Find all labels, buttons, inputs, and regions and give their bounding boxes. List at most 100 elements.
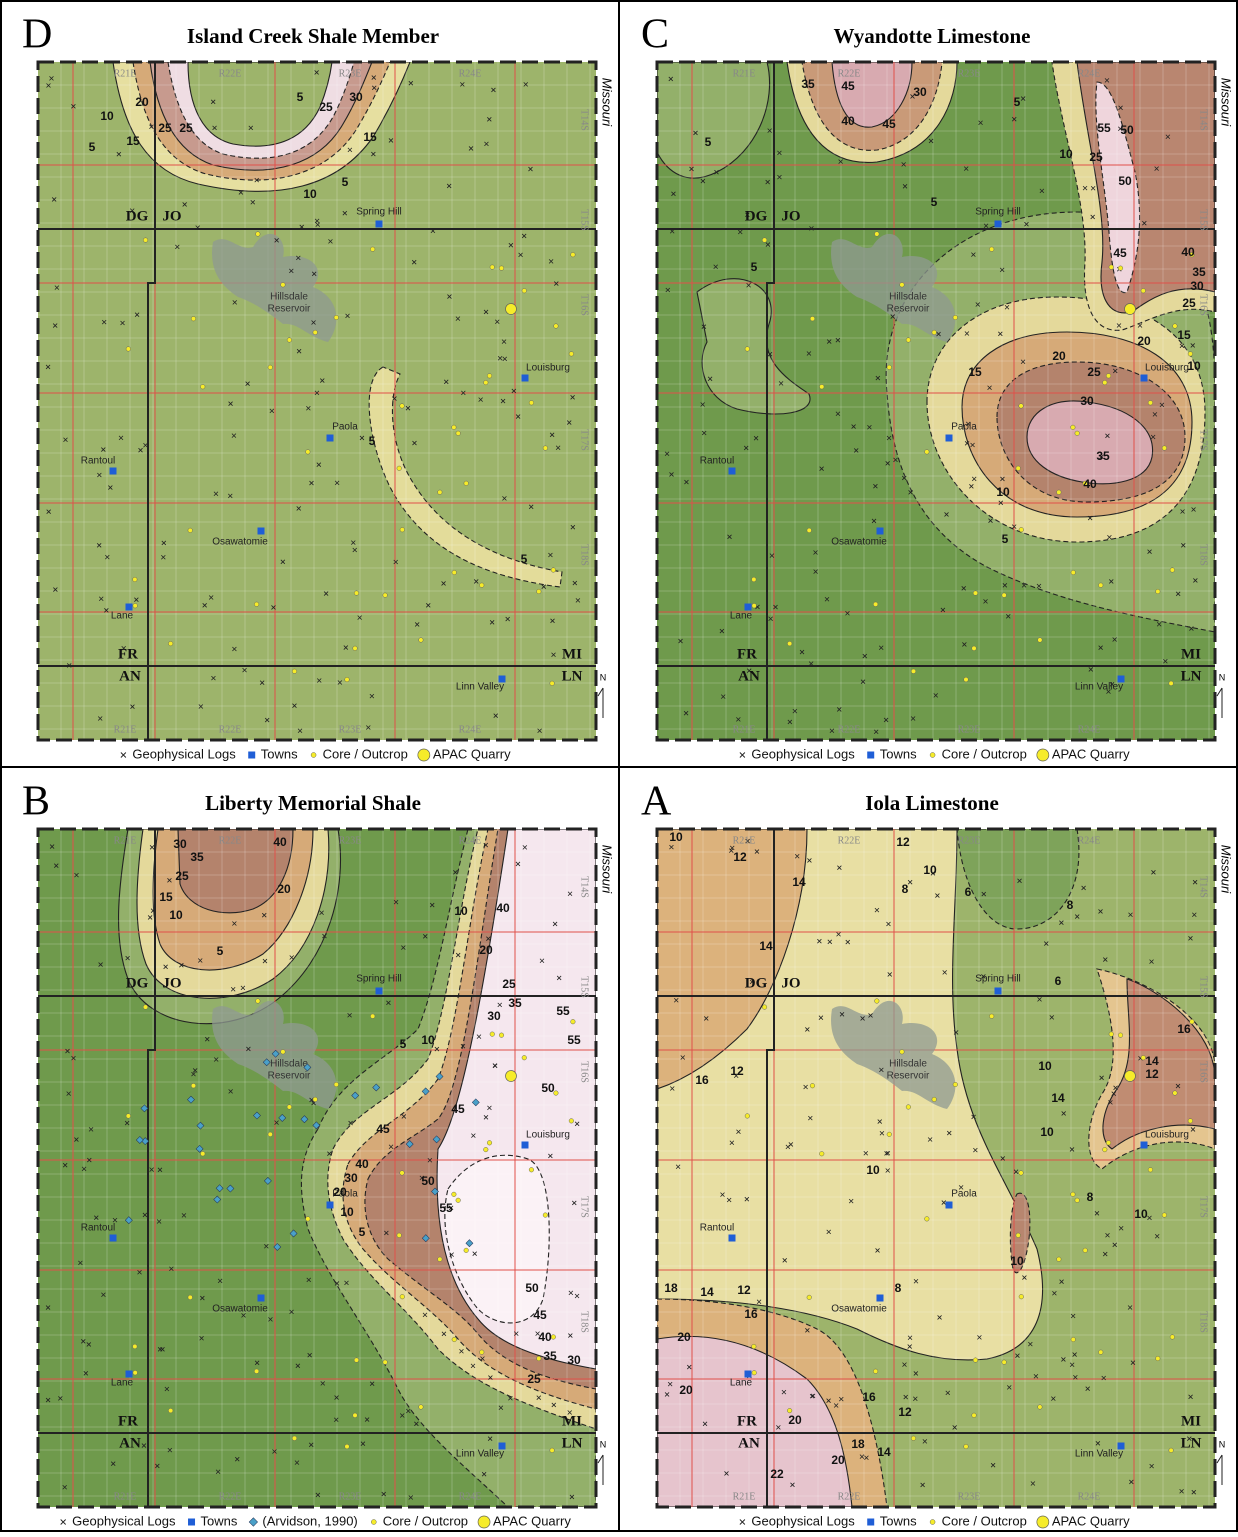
contour-label: 30 xyxy=(173,837,187,851)
core-symbol xyxy=(1038,638,1043,643)
contour-label: 45 xyxy=(533,1308,547,1322)
core-symbol xyxy=(973,591,978,596)
contour-label: 25 xyxy=(158,121,172,135)
core-symbol xyxy=(1156,1356,1161,1361)
core-symbol xyxy=(1075,1198,1080,1203)
contour-label: 10 xyxy=(1010,1254,1024,1268)
town-label: Osawatomie xyxy=(212,537,268,548)
core-symbol xyxy=(873,1369,878,1374)
core-symbol xyxy=(397,466,402,471)
core-symbol xyxy=(1102,1147,1107,1152)
panel-letter: D xyxy=(22,12,52,58)
north-arrow xyxy=(598,688,603,718)
county-label: DG xyxy=(745,208,768,224)
township-label: T15S xyxy=(1198,976,1209,998)
range-label: R21E xyxy=(733,724,756,735)
core-symbol xyxy=(200,384,205,389)
town-symbol xyxy=(1141,375,1148,382)
county-label: LN xyxy=(1181,668,1202,684)
contour-label: 20 xyxy=(333,1185,347,1199)
contour-label: 50 xyxy=(1120,123,1134,137)
town-symbol xyxy=(877,528,884,535)
county-label: DG xyxy=(126,208,149,224)
contour-label: 10 xyxy=(923,863,937,877)
legend-label: Geophysical Logs xyxy=(72,1513,176,1528)
township-label: T14S xyxy=(579,109,590,131)
town-label: Osawatomie xyxy=(831,537,887,548)
town-label: Louisburg xyxy=(526,363,570,374)
core-symbol xyxy=(400,1171,405,1176)
core-symbol xyxy=(752,577,757,582)
legend-label: APAC Quarry xyxy=(1052,1513,1130,1528)
legend-symbol xyxy=(418,749,430,761)
core-symbol xyxy=(1188,352,1193,357)
core-symbol xyxy=(1141,288,1146,293)
core-symbol xyxy=(1106,1141,1111,1146)
contour-label: 35 xyxy=(543,1349,557,1363)
core-symbol xyxy=(281,1049,286,1054)
core-symbol xyxy=(906,1105,911,1110)
township-label: T16S xyxy=(1198,294,1209,316)
contour-label: 12 xyxy=(730,1064,744,1078)
township-label: T18S xyxy=(579,544,590,566)
core-symbol xyxy=(126,1114,131,1119)
range-label: R24E xyxy=(459,1491,482,1502)
range-label: R22E xyxy=(838,1491,861,1502)
contour-label: 14 xyxy=(1051,1091,1065,1105)
legend-label: Core / Outcrop xyxy=(942,1513,1027,1528)
contour-label: 50 xyxy=(541,1081,555,1095)
core-symbol xyxy=(313,330,318,335)
contour-label: 35 xyxy=(1096,449,1110,463)
core-symbol xyxy=(354,591,359,596)
core-symbol xyxy=(543,1213,548,1218)
reservoir-label: Reservoir xyxy=(268,304,311,315)
state-label: Missouri xyxy=(600,845,615,895)
contour-label: 55 xyxy=(556,1004,570,1018)
map-body: HillsdaleReservoirSpring HillLouisburgPa… xyxy=(38,62,596,740)
range-label: R22E xyxy=(219,1491,242,1502)
contour-label: 45 xyxy=(882,117,896,131)
core-symbol xyxy=(1071,570,1076,575)
town-label: Louisburg xyxy=(1145,363,1189,374)
core-symbol xyxy=(452,1192,457,1197)
town-symbol xyxy=(258,1295,265,1302)
core-symbol xyxy=(819,384,824,389)
legend-symbol xyxy=(311,753,316,758)
core-symbol xyxy=(900,282,905,287)
county-label: FR xyxy=(737,646,757,662)
town-symbol xyxy=(126,604,133,611)
legend-label: APAC Quarry xyxy=(1052,746,1130,761)
core-symbol xyxy=(400,527,405,532)
core-symbol xyxy=(200,1151,205,1156)
contour-label: 5 xyxy=(369,434,376,448)
core-symbol xyxy=(1019,527,1024,532)
range-label: R23E xyxy=(339,1491,362,1502)
town-label: Rantoul xyxy=(700,1223,734,1234)
core-symbol xyxy=(191,1083,196,1088)
town-label: Spring Hill xyxy=(356,974,402,985)
county-label: FR xyxy=(118,1413,138,1429)
legend-symbol xyxy=(248,752,255,759)
contour-label: 12 xyxy=(733,850,747,864)
map-body: HillsdaleReservoirSpring HillLouisburgPa… xyxy=(657,62,1215,740)
contour-label: 50 xyxy=(1118,174,1132,188)
core-symbol xyxy=(569,352,574,357)
town-label: Louisburg xyxy=(1145,1130,1189,1141)
core-symbol xyxy=(550,1448,555,1453)
core-symbol xyxy=(887,365,892,370)
core-symbol xyxy=(1019,1171,1024,1176)
contour-label: 40 xyxy=(496,901,510,915)
core-symbol xyxy=(932,1097,937,1102)
core-symbol xyxy=(268,365,273,370)
legend-label: Towns xyxy=(880,1513,917,1528)
range-label: R21E xyxy=(114,68,137,79)
town-symbol xyxy=(946,435,953,442)
core-symbol xyxy=(1156,589,1161,594)
contour-label: 30 xyxy=(487,1009,501,1023)
contour-label: 10 xyxy=(1187,359,1201,373)
contour-label: 55 xyxy=(1097,121,1111,135)
legend-symbol xyxy=(930,753,935,758)
core-symbol xyxy=(281,282,286,287)
state-label: Missouri xyxy=(600,78,615,128)
core-symbol xyxy=(807,1295,812,1300)
